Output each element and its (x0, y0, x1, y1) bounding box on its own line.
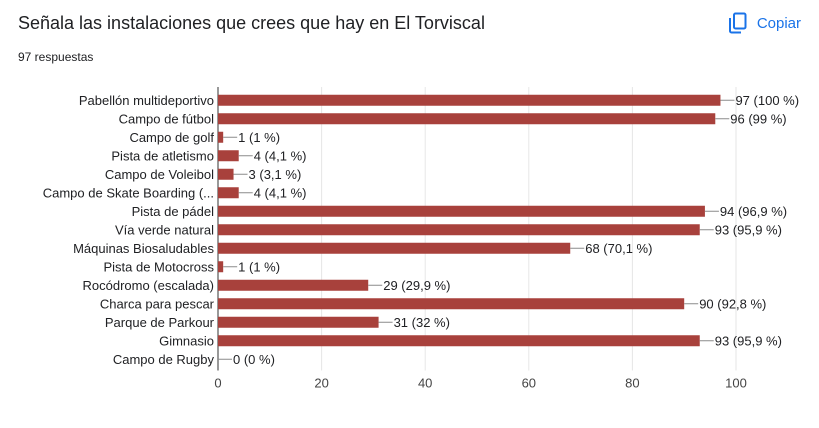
value-label: 4 (4,1 %) (254, 185, 307, 200)
category-label: Campo de Voleibol (105, 167, 214, 182)
bar-layer (218, 94, 721, 347)
category-label: Pista de Motocross (103, 259, 214, 274)
copy-button[interactable]: Copiar (727, 12, 801, 34)
bar[interactable] (218, 94, 721, 106)
value-label: 93 (95,9 %) (715, 333, 782, 348)
label-layer: 0 20 40 60 80 100 Pabellón multideportivo 97 (1… (43, 93, 799, 391)
value-label: 31 (32 %) (394, 315, 450, 330)
x-tick-label: 100 (725, 376, 747, 391)
bar[interactable] (218, 261, 224, 273)
x-tick-label: 0 (214, 376, 221, 391)
bar[interactable] (218, 335, 700, 347)
response-count: 97 respuestas (18, 50, 94, 64)
copy-label: Copiar (756, 14, 801, 32)
bar[interactable] (218, 187, 239, 199)
category-label: Máquinas Biosaludables (73, 241, 214, 256)
bar[interactable] (218, 224, 700, 236)
value-label: 0 (0 %) (233, 352, 275, 367)
category-label: Campo de fútbol (119, 111, 215, 126)
value-label: 93 (95,9 %) (715, 222, 782, 237)
category-label: Vía verde natural (115, 222, 214, 237)
category-label: Rocódromo (escalada) (82, 278, 214, 293)
question-title: Señala las instalaciones que crees que h… (18, 13, 485, 33)
category-label: Parque de Parkour (105, 315, 215, 330)
bar[interactable] (218, 205, 705, 217)
category-label: Pabellón multideportivo (79, 93, 214, 108)
category-label: Campo de golf (129, 130, 214, 145)
value-label: 1 (1 %) (238, 130, 280, 145)
category-label: Campo de Rugby (113, 352, 215, 367)
value-label: 94 (96,9 %) (720, 204, 787, 219)
value-label: 3 (3,1 %) (249, 167, 302, 182)
bar[interactable] (218, 131, 224, 143)
bar[interactable] (218, 316, 379, 328)
value-label: 97 (100 %) (735, 93, 799, 108)
value-label: 96 (99 %) (730, 111, 786, 126)
value-label: 90 (92,8 %) (699, 296, 766, 311)
category-label: Gimnasio (159, 333, 214, 348)
x-tick-label: 40 (418, 376, 432, 391)
copy-icon (727, 12, 747, 34)
value-label: 68 (70,1 %) (585, 241, 652, 256)
category-label: Charca para pescar (100, 296, 215, 311)
bar[interactable] (218, 298, 685, 310)
x-tick-label: 60 (522, 376, 536, 391)
category-label: Pista de pádel (132, 204, 215, 219)
value-label: 4 (4,1 %) (254, 148, 307, 163)
x-tick-label: 20 (314, 376, 328, 391)
value-label: 29 (29,9 %) (383, 278, 450, 293)
bar[interactable] (218, 279, 369, 291)
bar[interactable] (218, 113, 716, 125)
value-label: 1 (1 %) (238, 259, 280, 274)
category-label: Pista de atletismo (111, 148, 214, 163)
bar[interactable] (218, 150, 239, 162)
bar[interactable] (218, 242, 571, 254)
category-label: Campo de Skate Boarding (... (43, 185, 214, 200)
x-tick-label: 80 (625, 376, 639, 391)
bar[interactable] (218, 168, 234, 180)
